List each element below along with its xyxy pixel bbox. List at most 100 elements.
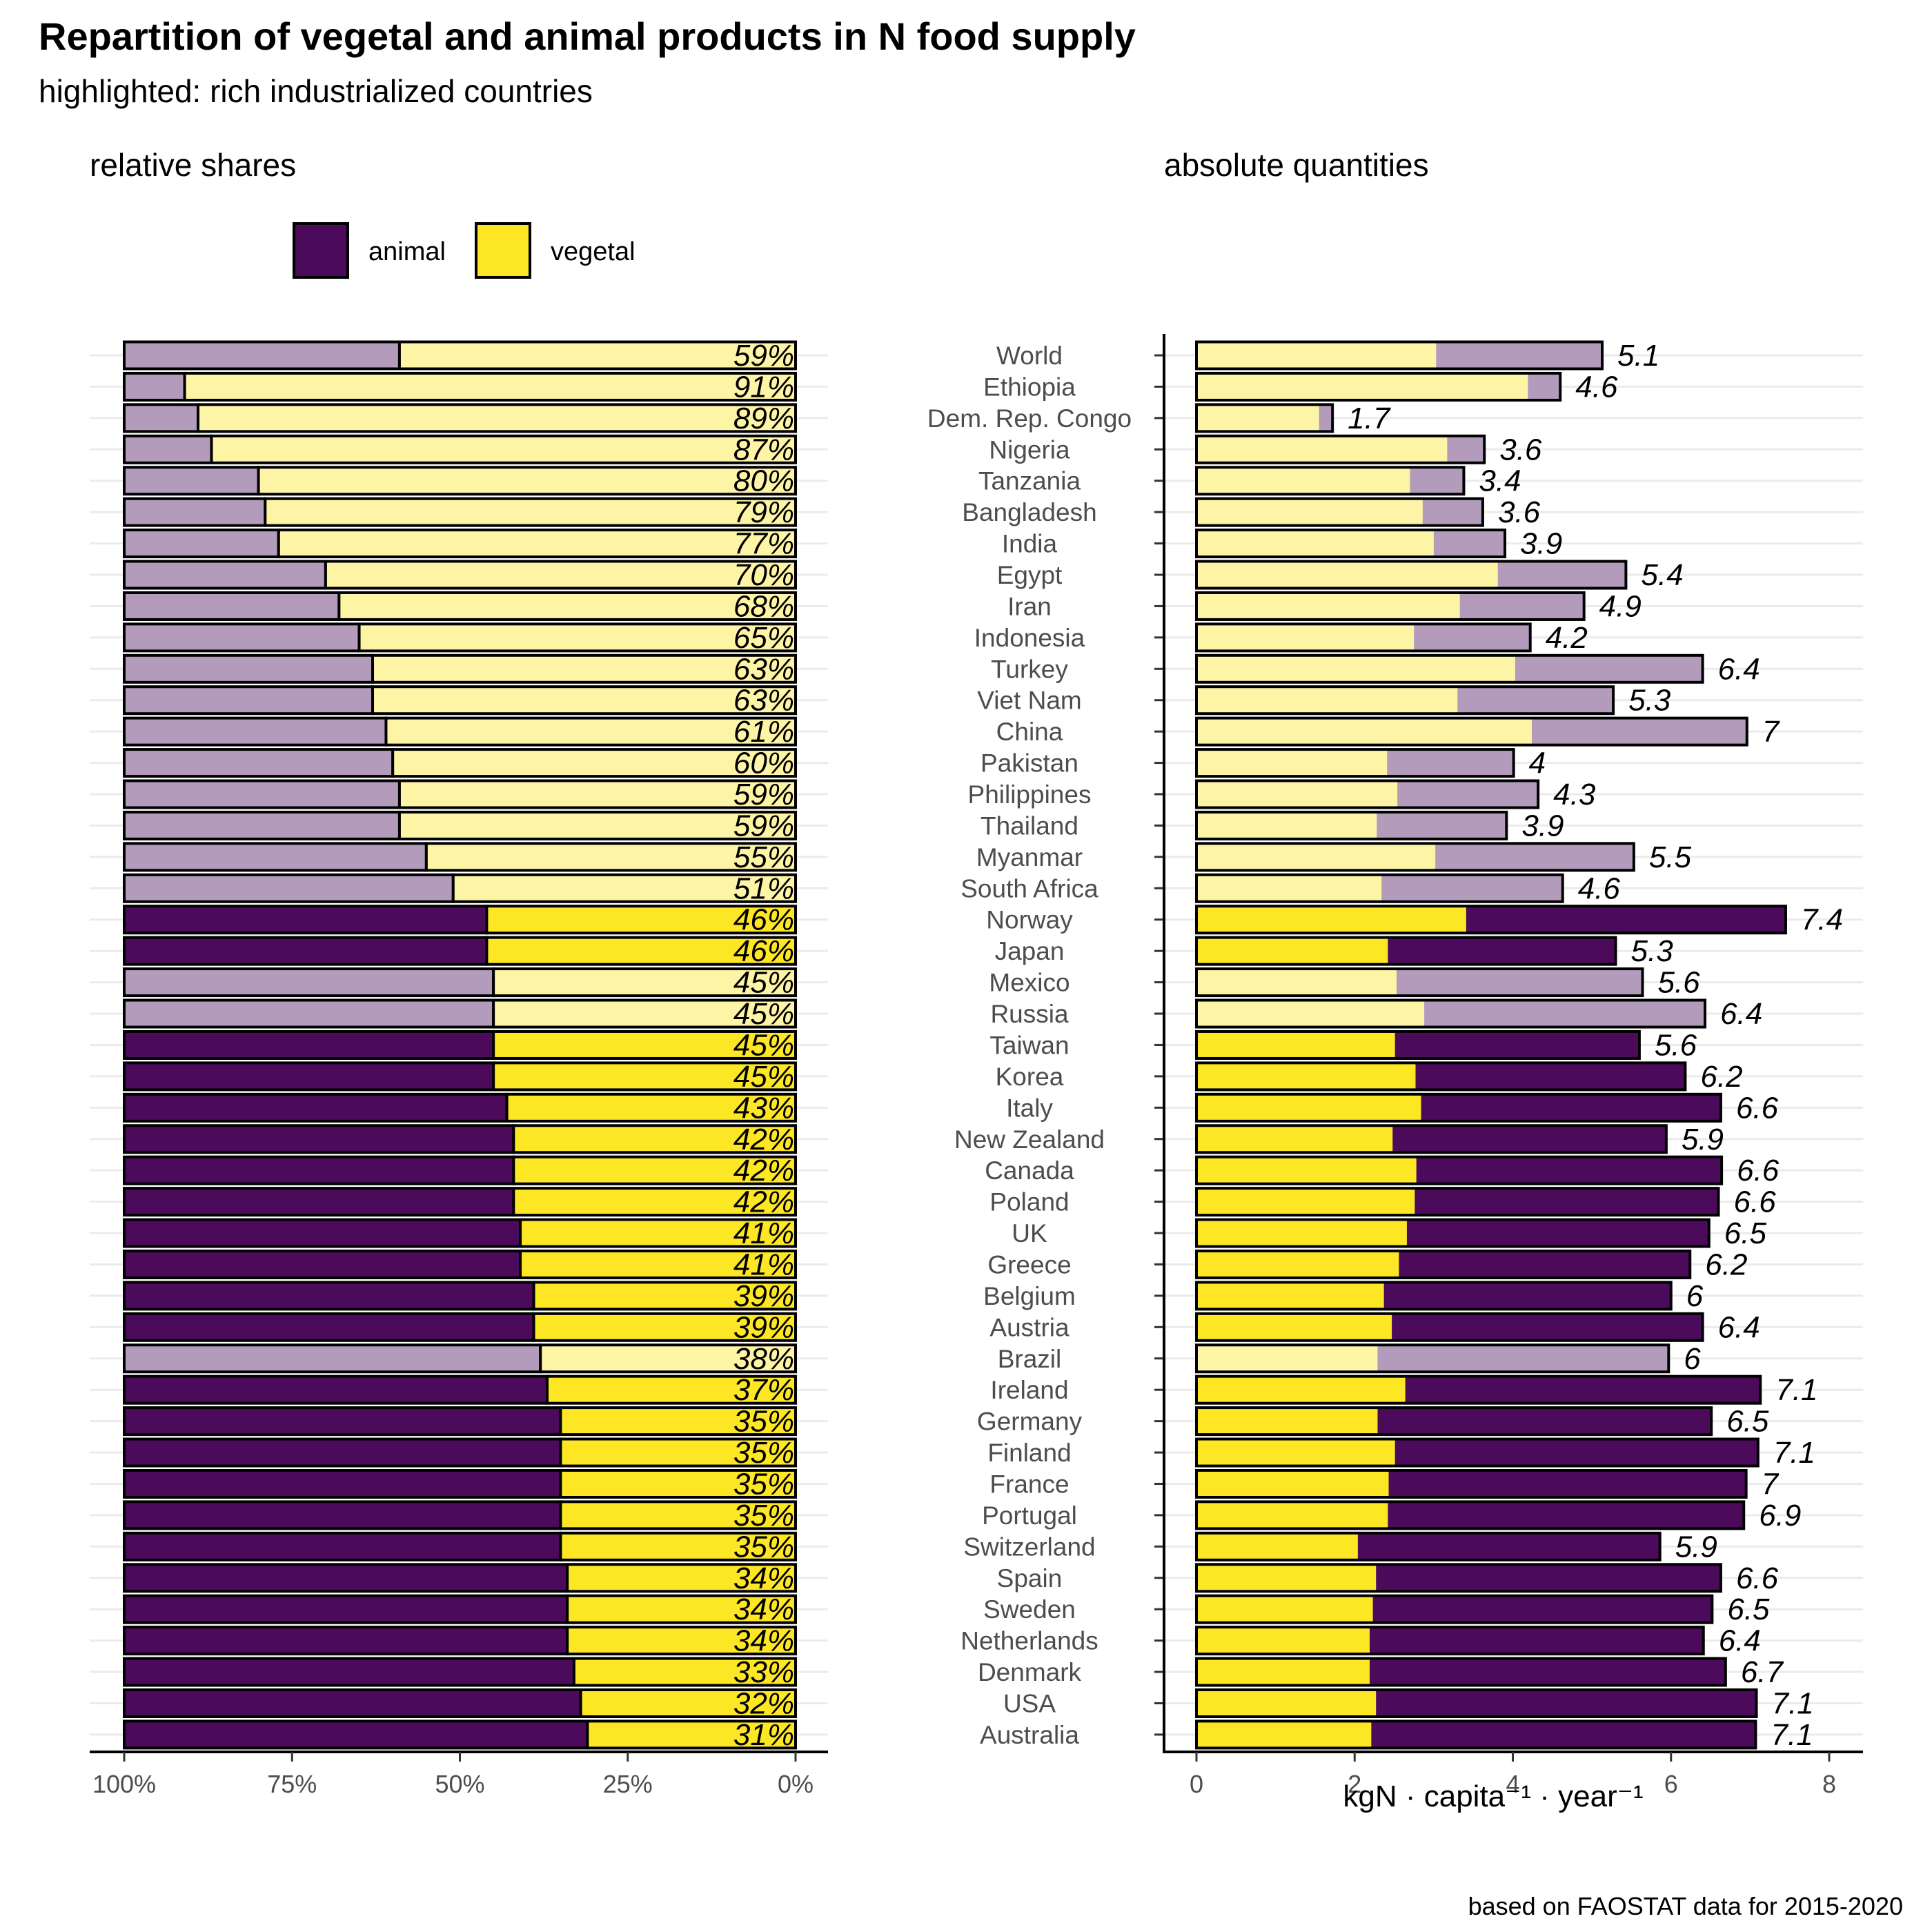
y-tick-label-netherlands: Netherlands [960, 1627, 1098, 1655]
chart-title: Repartition of vegetal and animal produc… [39, 14, 1136, 58]
left-bar-animal-usa [123, 1688, 582, 1718]
left-bar-animal-france [123, 1468, 562, 1499]
right-bar-animal-myanmar [1435, 843, 1634, 871]
y-tick-label-greece: Greece [987, 1250, 1071, 1279]
left-bar-vegetal-netherlands [566, 1626, 797, 1656]
chart-caption: based on FAOSTAT data for 2015-2020 [1468, 1892, 1903, 1920]
right-bar-vegetal-india [1196, 530, 1434, 558]
y-tick-label-russia: Russia [990, 1000, 1069, 1028]
left-bar-vegetal-korea [492, 1061, 798, 1092]
right-bar-animal-mexico [1397, 969, 1643, 996]
left-bar-vegetal-uk [519, 1218, 797, 1248]
y-tick-label-indonesia: Indonesia [974, 624, 1085, 652]
right-bar-outline-dem-rep-congo [1195, 403, 1334, 433]
right-value-label-greece: 6.2 [1705, 1248, 1747, 1281]
left-value-label-netherlands: 34% [733, 1624, 794, 1658]
y-tick-label-ethiopia: Ethiopia [983, 373, 1076, 401]
left-bar-vegetal-france [559, 1468, 797, 1499]
left-bar-animal-korea [123, 1061, 495, 1092]
left-bar-animal-netherlands [123, 1626, 569, 1656]
left-bar-animal-viet-nam [123, 685, 375, 716]
right-bar-vegetal-russia [1196, 1000, 1425, 1027]
left-value-label-china: 61% [733, 715, 794, 749]
right-bar-outline-philippines [1195, 779, 1540, 809]
right-bar-animal-dem-rep-congo [1319, 404, 1333, 432]
right-value-label-ethiopia: 4.6 [1575, 370, 1618, 404]
right-value-label-mexico: 5.6 [1657, 966, 1700, 1000]
right-value-label-italy: 6.6 [1736, 1091, 1779, 1125]
right-value-label-world: 5.1 [1617, 339, 1659, 373]
right-bar-animal-portugal [1388, 1501, 1744, 1529]
y-tick-label-canada: Canada [985, 1156, 1074, 1185]
left-bar-animal-spain [123, 1563, 569, 1593]
right-bar-animal-pakistan [1387, 749, 1514, 777]
right-value-label-nigeria: 3.6 [1499, 433, 1542, 466]
right-bar-vegetal-new-zealand [1196, 1125, 1393, 1153]
right-bar-outline-norway [1195, 905, 1787, 935]
right-bar-vegetal-canada [1196, 1156, 1417, 1184]
left-value-label-denmark: 33% [733, 1655, 794, 1689]
right-bar-vegetal-china [1196, 718, 1532, 745]
y-tick-label-turkey: Turkey [991, 655, 1068, 683]
y-tick-label-thailand: Thailand [980, 811, 1078, 840]
right-value-label-viet-nam: 5.3 [1628, 684, 1671, 718]
y-tick-label-egypt: Egypt [997, 561, 1063, 589]
right-bar-animal-usa [1376, 1689, 1757, 1717]
right-bar-animal-poland [1414, 1188, 1719, 1216]
y-tick-label-spain: Spain [997, 1564, 1063, 1593]
right-value-label-dem-rep-congo: 1.7 [1348, 402, 1391, 435]
right-bar-vegetal-taiwan [1196, 1031, 1395, 1058]
left-bar-animal-tanzania [123, 466, 260, 496]
left-bar-animal-world [123, 340, 401, 371]
left-bar-animal-brazil [123, 1343, 542, 1374]
left-bar-vegetal-iran [337, 591, 797, 621]
right-value-label-denmark: 6.7 [1741, 1655, 1784, 1689]
left-value-label-france: 35% [733, 1467, 794, 1501]
y-tick-label-australia: Australia [980, 1721, 1079, 1749]
left-bar-animal-switzerland [123, 1531, 562, 1561]
left-bar-animal-norway [123, 905, 489, 935]
left-bar-vegetal-south-africa [451, 873, 798, 903]
y-tick-label-norway: Norway [986, 906, 1073, 934]
left-bar-animal-sweden [123, 1594, 569, 1624]
y-tick-label-china: China [996, 718, 1063, 746]
right-bar-outline-canada [1195, 1155, 1724, 1185]
left-value-label-mexico: 45% [733, 966, 794, 1000]
y-tick-label-austria: Austria [989, 1313, 1070, 1341]
chart-subtitle: highlighted: rich industrialized countri… [39, 73, 593, 109]
right-value-label-south-africa: 4.6 [1578, 871, 1621, 905]
left-bar-animal-thailand [123, 810, 401, 840]
right-bar-animal-korea [1415, 1063, 1686, 1090]
right-x-tick-label: 8 [1822, 1770, 1836, 1798]
left-bar-vegetal-portugal [559, 1500, 797, 1530]
y-tick-label-sweden: Sweden [983, 1595, 1076, 1624]
left-bar-vegetal-germany [559, 1406, 797, 1437]
right-bar-vegetal-norway [1196, 906, 1466, 934]
right-bar-outline-bangladesh [1195, 497, 1484, 527]
right-bar-animal-taiwan [1394, 1031, 1639, 1058]
right-bar-animal-south-africa [1381, 874, 1563, 902]
right-value-label-korea: 6.2 [1700, 1060, 1742, 1094]
y-tick-label-finland: Finland [987, 1439, 1071, 1467]
right-bar-vegetal-thailand [1196, 811, 1377, 839]
left-bar-animal-china [123, 716, 388, 747]
right-bar-outline-egypt [1195, 560, 1628, 590]
right-bar-outline-poland [1195, 1187, 1720, 1217]
left-bar-vegetal-italy [505, 1092, 797, 1123]
right-bar-outline-iran [1195, 591, 1586, 621]
left-value-label-poland: 42% [733, 1185, 794, 1219]
right-bar-animal-turkey [1515, 655, 1703, 682]
right-bar-vegetal-indonesia [1196, 624, 1414, 651]
right-value-label-germany: 6.5 [1726, 1405, 1769, 1439]
y-tick-label-denmark: Denmark [978, 1658, 1082, 1686]
left-bar-animal-belgium [123, 1281, 535, 1311]
y-tick-label-korea: Korea [996, 1063, 1064, 1091]
right-bar-animal-egypt [1497, 561, 1626, 589]
right-bar-vegetal-denmark [1196, 1658, 1370, 1686]
left-value-label-tanzania: 80% [733, 464, 794, 498]
left-bar-animal-india [123, 529, 280, 559]
right-bar-animal-brazil [1377, 1345, 1669, 1372]
right-bar-outline-south-africa [1195, 873, 1564, 903]
panel-relative: 59%91%89%87%80%79%77%70%68%65%63%63%61%6… [90, 339, 828, 1798]
